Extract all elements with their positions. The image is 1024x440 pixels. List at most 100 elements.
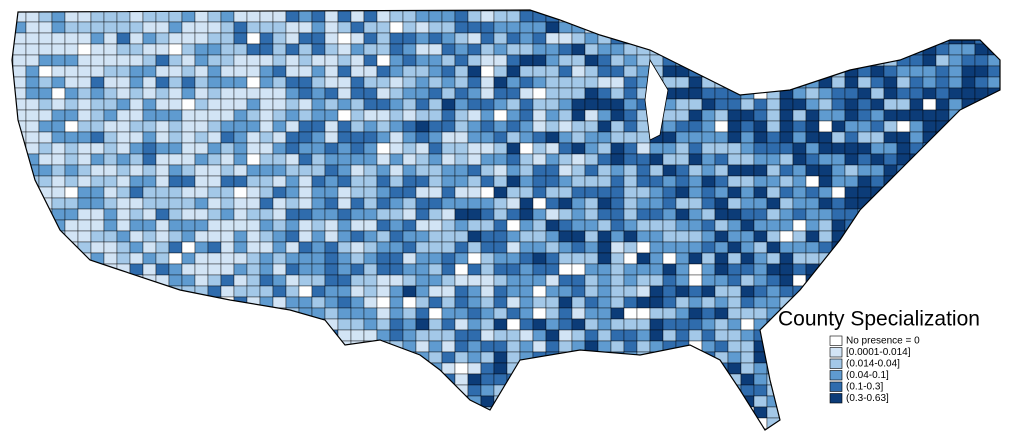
county-area — [441, 10, 456, 12]
county-area — [584, 120, 599, 133]
county-area — [51, 186, 66, 199]
county-area — [350, 65, 365, 78]
county-area — [233, 373, 248, 386]
county-area — [415, 329, 430, 342]
county-area — [649, 208, 664, 221]
county-area — [376, 219, 391, 232]
county-area — [441, 230, 456, 243]
county-area — [623, 131, 638, 144]
county-area — [402, 241, 417, 254]
county-area — [311, 131, 326, 144]
legend-label: (0.3-0.63] — [846, 393, 889, 404]
county-area — [389, 296, 404, 309]
county-area — [831, 131, 846, 144]
county-area — [129, 340, 144, 353]
county-area — [428, 98, 443, 111]
county-area — [597, 10, 612, 23]
county-area — [25, 318, 40, 331]
county-area — [38, 120, 53, 133]
county-area — [649, 10, 664, 12]
county-area — [805, 32, 820, 45]
county-area — [974, 373, 989, 386]
county-area — [77, 362, 92, 375]
county-area — [220, 329, 235, 342]
county-area — [207, 296, 222, 309]
county-area — [1001, 11, 1014, 22]
county-area — [701, 197, 716, 210]
county-area — [948, 131, 963, 144]
county-area — [584, 10, 599, 23]
county-area — [545, 362, 560, 375]
county-area — [389, 131, 404, 144]
county-area — [883, 296, 898, 309]
county-area — [376, 384, 391, 397]
county-area — [701, 10, 716, 12]
county-area — [64, 10, 79, 12]
county-area — [805, 153, 820, 166]
county-area — [623, 373, 638, 386]
county-area — [545, 428, 560, 430]
county-area — [298, 285, 313, 298]
county-area — [129, 142, 144, 155]
county-area — [311, 285, 326, 298]
county-area — [428, 65, 443, 78]
county-area — [194, 87, 209, 100]
county-area — [519, 241, 534, 254]
county-area — [480, 109, 495, 122]
county-area — [636, 296, 651, 309]
county-area — [857, 241, 872, 254]
county-area — [909, 186, 924, 199]
county-area — [285, 54, 300, 67]
county-area — [194, 98, 209, 111]
county-area — [506, 65, 521, 78]
county-area — [233, 142, 248, 155]
county-area — [77, 98, 92, 111]
county-area — [77, 76, 92, 89]
county-area — [376, 76, 391, 89]
county-area — [363, 54, 378, 67]
county-area — [233, 131, 248, 144]
county-area — [363, 329, 378, 342]
county-area — [337, 263, 352, 276]
county-area — [207, 197, 222, 210]
county-area — [649, 428, 664, 430]
county-area — [103, 153, 118, 166]
county-area — [740, 109, 755, 122]
county-area — [714, 318, 729, 331]
county-area — [727, 395, 742, 408]
county-area — [584, 153, 599, 166]
county-area — [220, 54, 235, 67]
county-area — [805, 395, 820, 408]
county-area — [376, 208, 391, 221]
county-area — [597, 329, 612, 342]
county-area — [272, 428, 287, 430]
legend-label: No presence = 0 — [846, 336, 920, 347]
county-area — [675, 10, 690, 12]
county-area — [974, 230, 989, 243]
county-area — [51, 153, 66, 166]
county-area — [142, 186, 157, 199]
county-area — [493, 340, 508, 353]
county-area — [896, 417, 911, 430]
county-area — [636, 208, 651, 221]
county-area — [324, 351, 339, 364]
county-area — [259, 153, 274, 166]
county-area — [571, 406, 586, 419]
county-area — [779, 43, 794, 56]
county-area — [519, 186, 534, 199]
county-area — [181, 120, 196, 133]
county-area — [688, 307, 703, 320]
county-area — [701, 329, 716, 342]
county-area — [441, 384, 456, 397]
county-area — [324, 329, 339, 342]
county-area — [12, 296, 14, 309]
county-area — [467, 54, 482, 67]
county-area — [298, 428, 313, 430]
county-area — [220, 318, 235, 331]
county-area — [493, 142, 508, 155]
county-area — [25, 329, 40, 342]
county-area — [636, 186, 651, 199]
county-area — [506, 230, 521, 243]
county-area — [779, 54, 794, 67]
county-area — [610, 263, 625, 276]
